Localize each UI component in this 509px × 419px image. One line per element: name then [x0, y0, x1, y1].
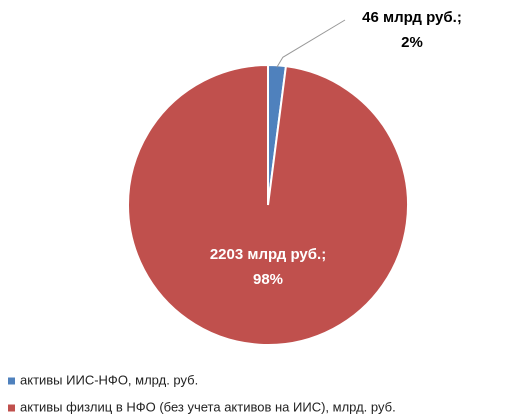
- legend-label: активы физлиц в НФО (без учета активов н…: [20, 399, 396, 414]
- pie-slice: [127, 63, 409, 346]
- legend-label: активы ИИС-НФО, млрд. руб.: [20, 372, 198, 387]
- data-label: 46 млрд руб.;: [362, 9, 462, 26]
- data-label: 2%: [401, 34, 423, 51]
- data-label: 2203 млрд руб.;: [210, 246, 326, 263]
- legend-swatch: [8, 404, 15, 412]
- legend-swatch: [8, 377, 15, 385]
- leader-line: [276, 19, 346, 68]
- data-label: 98%: [253, 271, 283, 288]
